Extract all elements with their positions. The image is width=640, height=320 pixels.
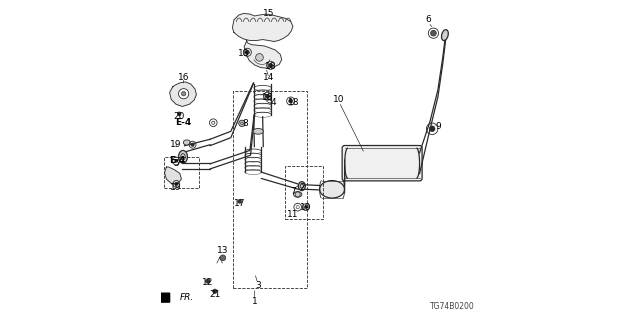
Circle shape (191, 143, 195, 147)
Ellipse shape (179, 150, 188, 163)
Circle shape (255, 53, 263, 61)
Text: 20: 20 (173, 112, 185, 121)
Text: 9: 9 (435, 122, 441, 131)
Circle shape (177, 112, 181, 116)
Polygon shape (164, 167, 181, 184)
Text: 13: 13 (217, 246, 228, 255)
Text: 4: 4 (271, 98, 276, 107)
Polygon shape (170, 82, 196, 107)
Ellipse shape (183, 140, 190, 145)
Polygon shape (232, 13, 293, 42)
Text: 10: 10 (333, 95, 345, 104)
Text: 11: 11 (287, 210, 299, 219)
Text: 7: 7 (290, 188, 296, 196)
Text: 19: 19 (170, 140, 182, 149)
Bar (164, 157, 199, 188)
Text: FR.: FR. (180, 293, 194, 302)
Text: E-4: E-4 (169, 156, 186, 164)
Text: 18: 18 (265, 61, 276, 70)
Ellipse shape (253, 128, 263, 134)
Text: 14: 14 (263, 73, 275, 82)
Bar (285, 166, 323, 219)
Text: 16: 16 (178, 73, 189, 82)
Text: 18: 18 (288, 98, 300, 107)
Circle shape (431, 30, 436, 36)
Circle shape (289, 99, 292, 103)
Circle shape (238, 199, 242, 203)
Circle shape (212, 289, 217, 293)
Ellipse shape (298, 182, 305, 191)
Text: 19: 19 (170, 183, 181, 192)
Text: 1: 1 (252, 297, 257, 306)
Circle shape (245, 50, 250, 54)
FancyBboxPatch shape (342, 146, 422, 181)
Ellipse shape (294, 192, 302, 197)
Text: 18: 18 (239, 49, 250, 58)
Text: 6: 6 (426, 15, 431, 24)
Ellipse shape (442, 30, 448, 41)
Text: 21: 21 (210, 290, 221, 299)
Polygon shape (244, 41, 282, 68)
Circle shape (179, 89, 189, 99)
Circle shape (181, 92, 186, 96)
Text: 18: 18 (262, 93, 273, 102)
Bar (234, 91, 307, 288)
Circle shape (266, 94, 269, 98)
Text: 17: 17 (234, 198, 246, 207)
Circle shape (239, 120, 245, 126)
Text: 19: 19 (300, 203, 312, 212)
Circle shape (205, 279, 210, 283)
Ellipse shape (320, 180, 344, 198)
Text: TG74B0200: TG74B0200 (430, 302, 474, 311)
Text: 3: 3 (255, 281, 260, 290)
FancyArrow shape (150, 292, 170, 304)
Text: 5: 5 (173, 159, 179, 168)
Circle shape (220, 255, 226, 261)
Circle shape (304, 205, 308, 209)
Text: 2: 2 (300, 183, 305, 192)
Text: 8: 8 (243, 119, 248, 128)
Text: 15: 15 (263, 9, 275, 18)
Circle shape (175, 182, 178, 186)
Circle shape (429, 126, 435, 132)
Text: 12: 12 (202, 278, 214, 287)
Text: E-4: E-4 (175, 118, 192, 127)
Circle shape (269, 63, 273, 68)
